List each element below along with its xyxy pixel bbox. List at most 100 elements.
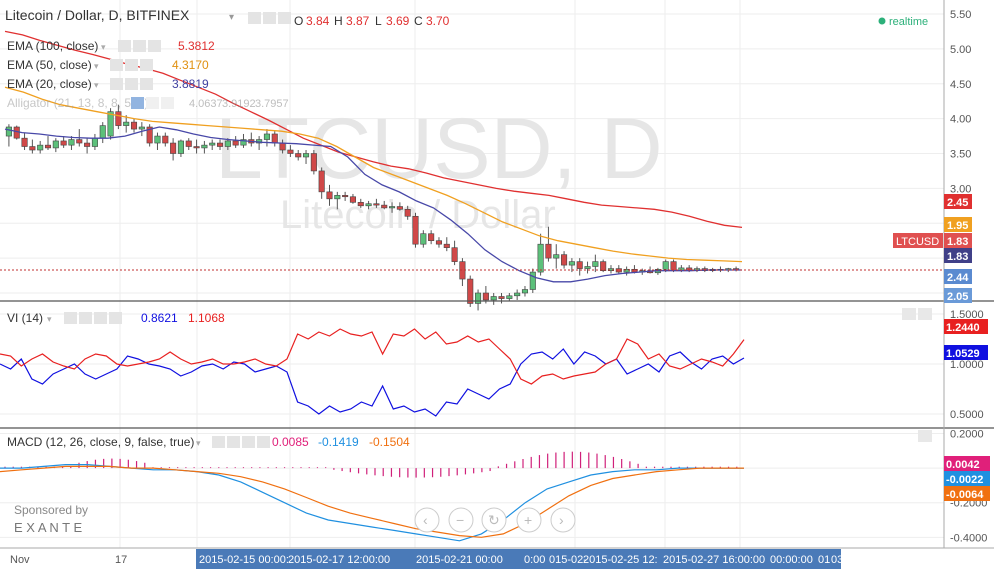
time-axis[interactable]: Nov 17 2015-02-15 00:00: 2015-02-17 12:0…: [10, 549, 843, 569]
macd-signal-line: [0, 465, 744, 538]
candle: [326, 184, 333, 206]
symbol-title[interactable]: Litecoin / Dollar, D, BITFINEX: [5, 7, 190, 23]
candle-body-down: [396, 206, 403, 210]
alligator-settings-icon[interactable]: [146, 97, 159, 109]
candle-body-down: [381, 204, 388, 209]
ema20-line: [4, 126, 742, 283]
header-controls: [248, 12, 291, 24]
time-label-03: 03: [831, 554, 843, 566]
sponsor-logo[interactable]: E X A N T E: [14, 520, 82, 535]
candle: [44, 136, 52, 151]
price-tick-label: 5.50: [950, 9, 971, 21]
settings-icon[interactable]: [263, 12, 276, 24]
scroll-left-button[interactable]: [414, 507, 440, 533]
candle-body-up: [389, 206, 396, 209]
candle-body-up: [529, 271, 536, 290]
candle: [576, 258, 583, 276]
candle-body-down: [443, 243, 450, 248]
ema100-dropdown-icon[interactable]: ▾: [101, 42, 106, 52]
candle-body-down: [670, 261, 677, 271]
ema50-visibility-icon[interactable]: [110, 59, 123, 71]
macd-legend[interactable]: MACD (12, 26, close, 9, false, true) ▾ 0…: [7, 435, 410, 449]
candle: [381, 200, 388, 210]
macd-pane-up-icon[interactable]: [918, 430, 932, 442]
vi-minus-line: [0, 328, 745, 385]
ema20-close-icon[interactable]: [140, 78, 153, 90]
ema20-settings-icon[interactable]: [125, 78, 138, 90]
candle-body-up: [209, 142, 216, 146]
ema20-visibility-icon[interactable]: [110, 78, 123, 90]
macd-settings-icon[interactable]: [227, 436, 240, 448]
symbol-tag-label: LTCUSD: [896, 236, 939, 248]
candle-body-up: [154, 135, 161, 144]
candle-body-down: [185, 140, 192, 147]
macd-format-icon[interactable]: [242, 436, 255, 448]
vi-settings-icon[interactable]: [79, 312, 92, 324]
macd-tick-label: -0.4000: [950, 532, 987, 544]
ema100-visibility-icon[interactable]: [118, 40, 131, 52]
vi-visibility-icon[interactable]: [64, 312, 77, 324]
candle: [420, 230, 427, 248]
ema100-legend[interactable]: EMA (100, close) ▾ 5.3812: [7, 39, 215, 53]
price-tick-label: 5.00: [950, 44, 971, 56]
vi-dropdown-icon[interactable]: ▾: [47, 314, 52, 324]
ema100-close-icon[interactable]: [148, 40, 161, 52]
candle: [451, 240, 458, 266]
vi-pane-up-icon[interactable]: [902, 308, 916, 320]
scroll-right-button[interactable]: [550, 507, 576, 533]
alligator-legend[interactable]: Alligator (21, 13, 8, 8, 5, 3) 4.0637 3.…: [7, 96, 289, 110]
candle-body-up: [68, 139, 75, 146]
ema20-value: 3.8819: [172, 77, 209, 91]
candle: [37, 140, 44, 154]
visibility-icon[interactable]: [248, 12, 261, 24]
zoom-in-icon: +: [524, 512, 532, 528]
price-tag-label: 1.83: [947, 236, 968, 248]
close-icon[interactable]: [278, 12, 291, 24]
candle: [177, 139, 184, 157]
vi-legend[interactable]: VI (14) ▾ 0.8621 1.1068: [7, 311, 225, 325]
zoom-in-button[interactable]: [516, 507, 542, 533]
candle: [295, 150, 302, 161]
vi-pane-down-icon[interactable]: [918, 308, 932, 320]
candle-body-down: [170, 142, 177, 154]
vi-close-icon[interactable]: [109, 312, 122, 324]
ema20-dropdown-icon[interactable]: ▾: [94, 80, 99, 90]
candle-body-down: [342, 195, 349, 198]
macd-signal-value: -0.1504: [369, 435, 410, 449]
ohlc-open-label: O: [294, 14, 303, 28]
candle-body-down: [162, 135, 169, 144]
macd-tag: [944, 471, 990, 486]
ema50-settings-icon[interactable]: [125, 59, 138, 71]
zoom-out-button[interactable]: [448, 507, 474, 533]
macd-tick-label: 0.2000: [950, 428, 984, 440]
candle-body-down: [232, 140, 239, 146]
ema20-legend[interactable]: EMA (20, close) ▾ 3.8819: [7, 77, 209, 91]
alligator-close-icon[interactable]: [161, 97, 174, 109]
candle: [310, 150, 317, 175]
price-tick-label: 3.00: [950, 183, 971, 195]
candle: [263, 129, 270, 147]
candle-body-up: [123, 121, 130, 126]
reset-button[interactable]: [481, 507, 507, 533]
price-tick-label: 4.00: [950, 114, 971, 126]
candle-body-down: [451, 247, 458, 262]
candle: [373, 198, 380, 208]
symbol-dropdown-icon[interactable]: ▾: [229, 12, 234, 23]
zoom-out-icon: −: [456, 512, 464, 528]
alligator-visibility-icon[interactable]: [131, 97, 144, 109]
vi-format-icon[interactable]: [94, 312, 107, 324]
ema50-close-icon[interactable]: [140, 59, 153, 71]
ema50-legend[interactable]: EMA (50, close) ▾ 4.3170: [7, 58, 209, 72]
macd-visibility-icon[interactable]: [212, 436, 225, 448]
time-label-000000: 00:00:00: [770, 554, 813, 566]
macd-dropdown-icon[interactable]: ▾: [196, 438, 201, 448]
ohlc-open: 3.84: [306, 14, 330, 28]
ema20-label: EMA (20, close): [7, 77, 92, 91]
candle: [123, 115, 130, 133]
ema100-settings-icon[interactable]: [133, 40, 146, 52]
candle: [404, 205, 411, 220]
macd-close-icon[interactable]: [257, 436, 270, 448]
ema50-dropdown-icon[interactable]: ▾: [94, 61, 99, 71]
macd-hist-value: 0.0085: [272, 435, 309, 449]
